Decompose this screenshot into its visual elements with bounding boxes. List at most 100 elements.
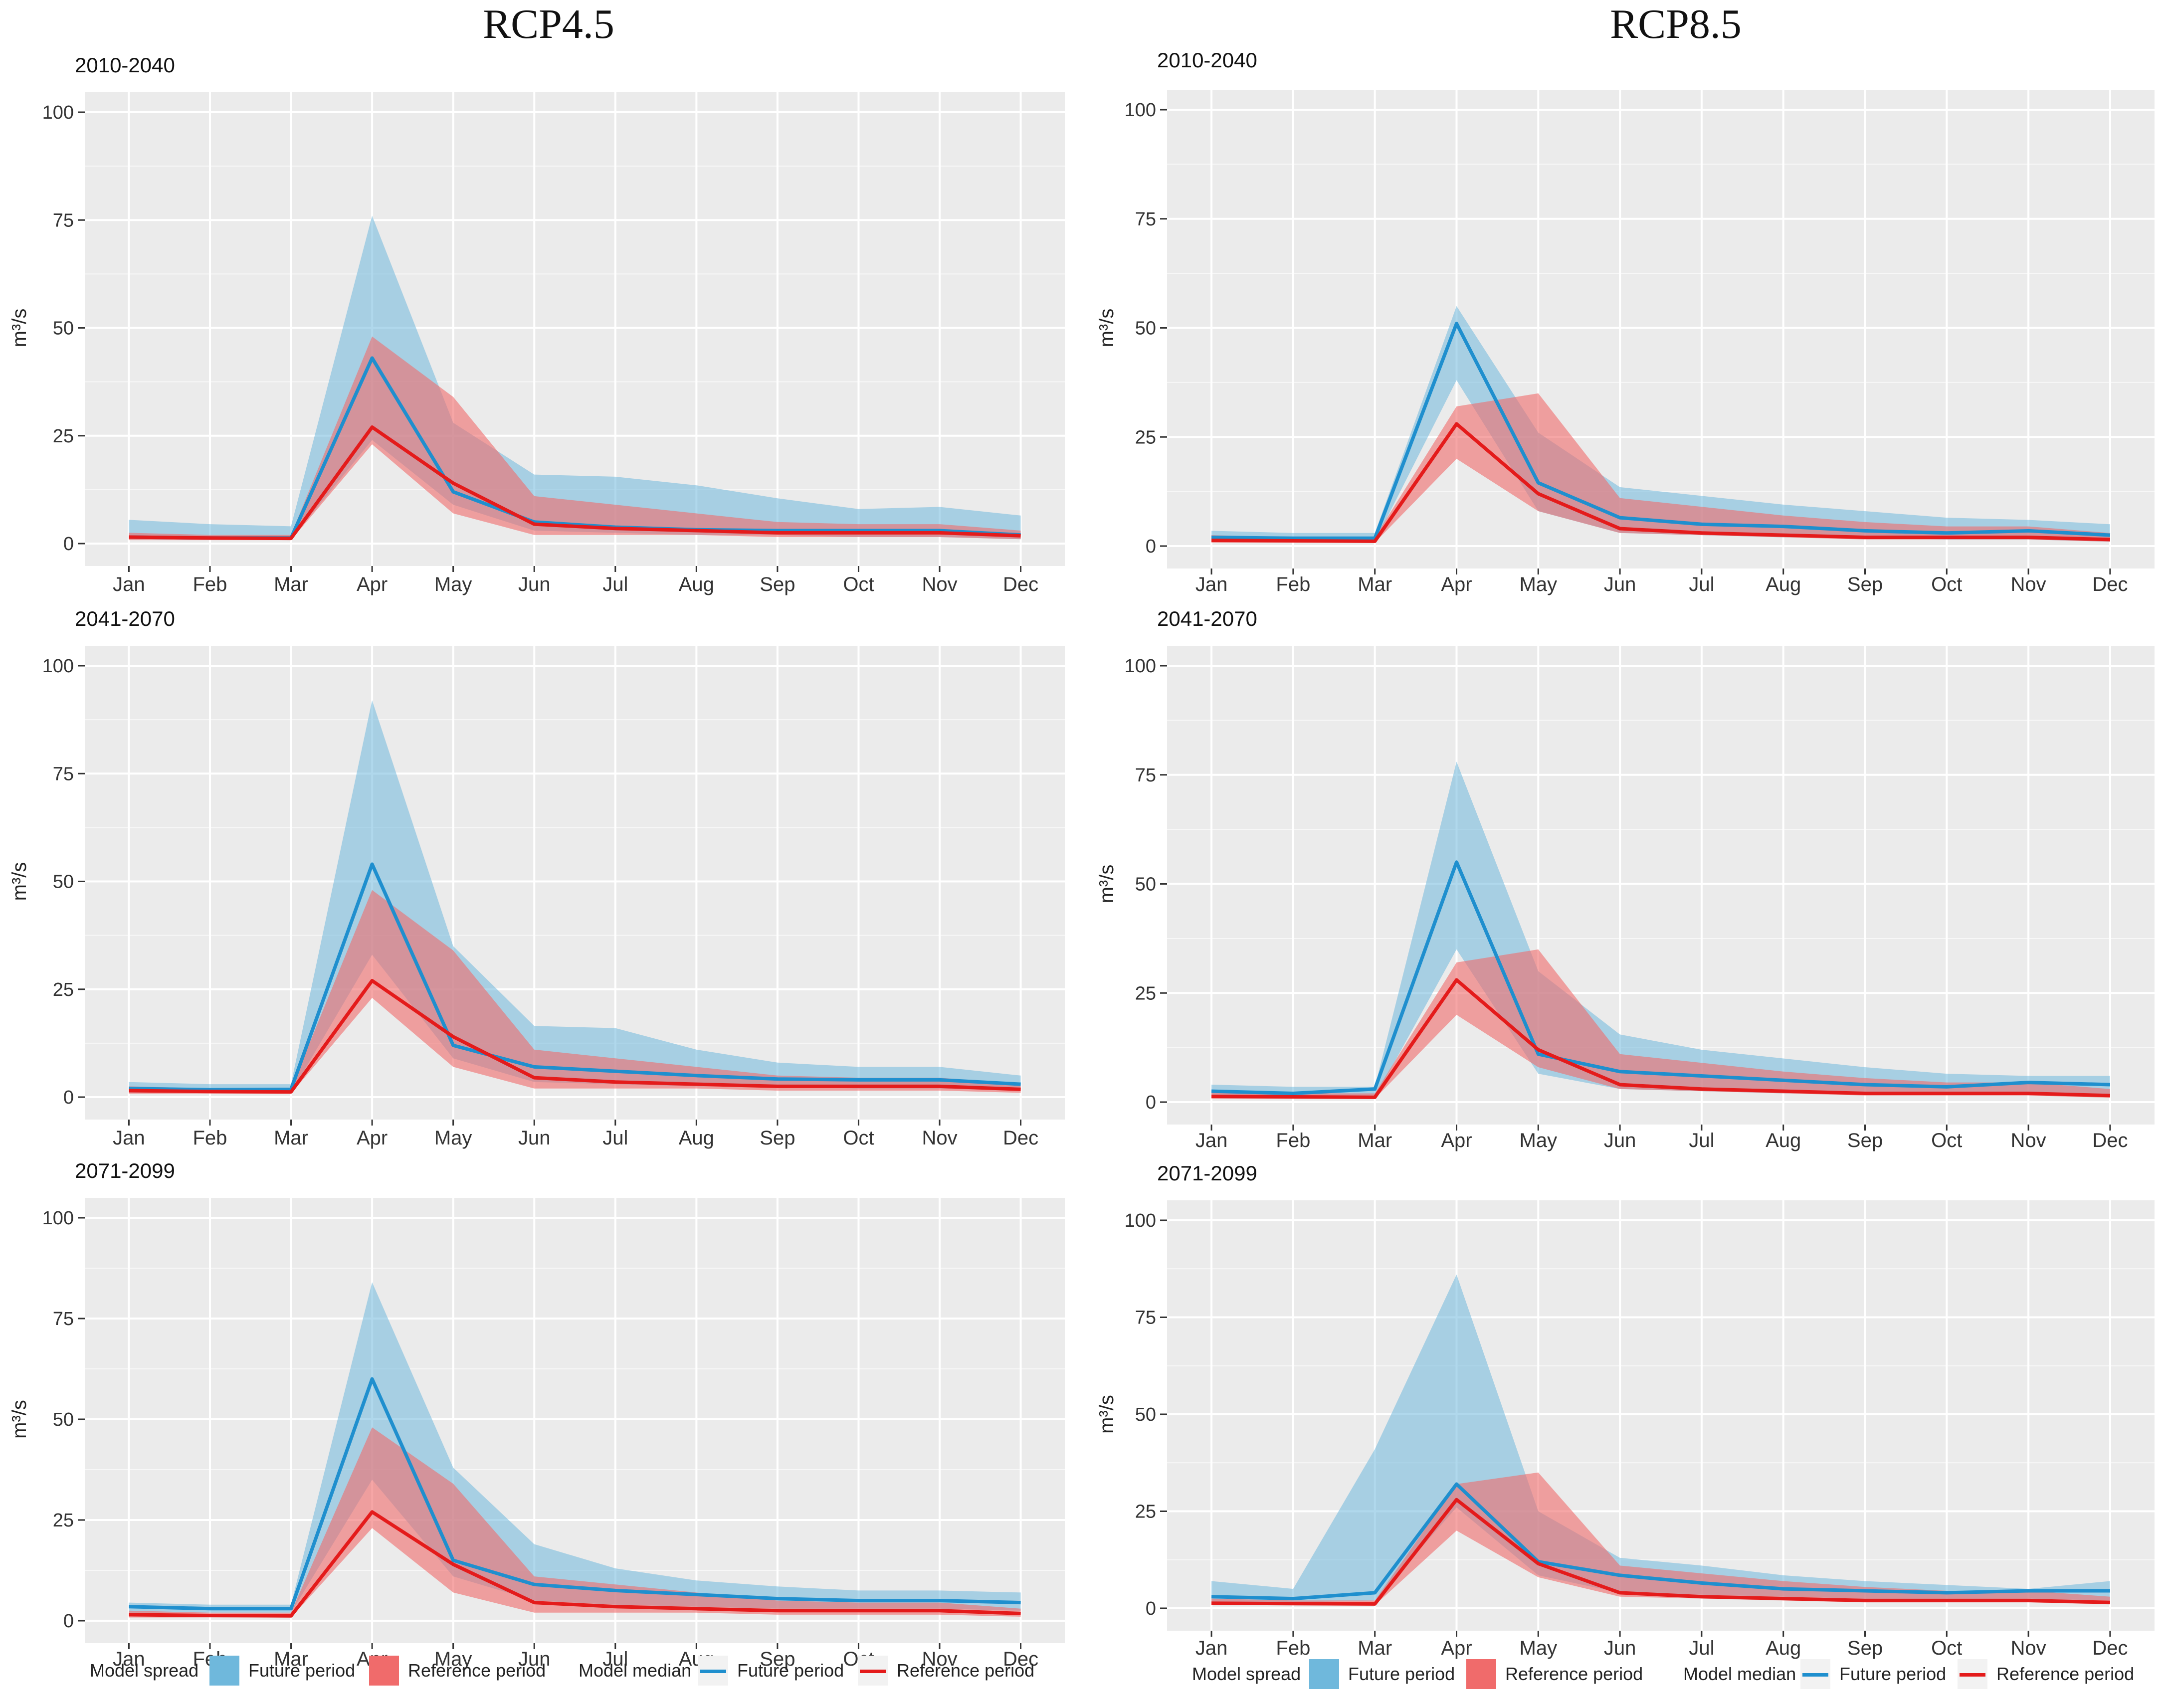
x-tick-label: May: [434, 1127, 472, 1149]
x-tick-label: Mar: [274, 573, 308, 595]
y-tick-label: 75: [53, 210, 74, 231]
legend-reference-median-label: Reference period: [897, 1660, 1035, 1681]
x-tick-label: Jun: [1604, 1637, 1636, 1659]
legend-reference-spread-label: Reference period: [408, 1660, 546, 1681]
y-tick-label: 100: [42, 656, 74, 677]
x-tick-label: Jan: [1195, 1637, 1228, 1659]
x-tick-label: Oct: [1931, 1130, 1962, 1151]
x-tick-label: Oct: [1931, 1637, 1962, 1659]
future-median-line: [1211, 860, 2110, 1095]
legend-future-median-label: Future period: [737, 1660, 844, 1681]
chart-panel-1: 0 25 50 75 100 Jan Feb Mar Apr May Jun Jul Aug Sep Oct…: [8, 53, 1065, 595]
y-tick-label: 25: [1135, 427, 1156, 448]
x-tick-label: Jul: [1689, 573, 1714, 595]
x-tick-label: Sep: [1847, 573, 1883, 595]
y-axis-label: m³/s: [8, 862, 30, 901]
plot-panel: [1167, 90, 2155, 569]
legend-reference-median-label: Reference period: [1996, 1664, 2135, 1684]
x-tick-label: Jun: [1604, 573, 1636, 595]
x-tick-label: Apr: [1441, 1130, 1472, 1151]
y-tick-label: 100: [42, 102, 74, 123]
y-tick-label: 0: [1146, 1598, 1156, 1619]
future-spread-band: [1211, 761, 2110, 1098]
x-tick-label: Nov: [922, 1127, 957, 1149]
reference-median-line: [129, 425, 1021, 541]
chart-panel-4: 0 25 50 75 100 Jan Feb Mar Apr May Jun Jul Aug Sep Oct…: [1096, 48, 2155, 595]
legend-future-spread-label: Future period: [1348, 1664, 1455, 1684]
chart-panel-5: 0 25 50 75 100 Jan Feb Mar Apr May Jun Jul Aug Sep Oct…: [1096, 607, 2155, 1151]
x-tick-label: Oct: [843, 1127, 874, 1149]
x-tick-label: Jul: [602, 1648, 628, 1670]
x-tick-label: Nov: [2011, 573, 2046, 595]
x-tick-label: Jul: [1689, 1637, 1714, 1659]
x-tick-label: Sep: [760, 573, 795, 595]
x-tick-label: Jan: [113, 1127, 145, 1149]
y-axis-label: m³/s: [8, 309, 30, 348]
y-tick-label: 50: [53, 872, 74, 893]
panel-title: 2010-2040: [75, 53, 175, 77]
x-tick-label: Jun: [518, 1127, 551, 1149]
y-tick-label: 75: [53, 763, 74, 784]
y-axis-label: m³/s: [1096, 865, 1118, 904]
y-tick-label: 0: [1146, 1092, 1156, 1113]
x-tick-label: Jul: [602, 1127, 628, 1149]
x-tick-label: Jan: [1195, 1130, 1228, 1151]
legend-future-spread-label: Future period: [248, 1660, 356, 1681]
y-tick-label: 75: [1135, 209, 1156, 230]
x-tick-label: Aug: [1766, 1130, 1801, 1151]
x-tick-label: Dec: [2092, 1130, 2128, 1151]
reference-spread-band: [129, 890, 1021, 1094]
y-tick-label: 75: [1135, 1308, 1156, 1328]
x-tick-label: Jun: [1604, 1130, 1636, 1151]
y-tick-label: 0: [63, 1611, 74, 1632]
x-tick-label: Jun: [518, 1648, 551, 1670]
x-tick-label: Mar: [1358, 1637, 1392, 1659]
legend-median-title: Model median: [1683, 1664, 1796, 1684]
y-axis-label: m³/s: [1096, 309, 1118, 348]
x-tick-label: Mar: [1358, 573, 1392, 595]
x-tick-label: Apr: [1441, 1637, 1472, 1659]
legend-median-title: Model median: [579, 1660, 692, 1681]
x-tick-label: Sep: [1847, 1130, 1883, 1151]
column-title-rcp45: RCP4.5: [483, 1, 614, 47]
x-tick-label: Mar: [274, 1648, 308, 1670]
panel-title: 2041-2070: [75, 607, 175, 630]
reference-median-line: [129, 1510, 1021, 1618]
y-tick-label: 0: [1146, 536, 1156, 557]
y-axis-label: m³/s: [1096, 1395, 1118, 1434]
x-tick-label: May: [1520, 1637, 1558, 1659]
legend-future-spread-swatch: [1309, 1659, 1339, 1689]
x-tick-label: Jul: [1689, 1130, 1714, 1151]
x-tick-label: Feb: [1276, 1130, 1310, 1151]
y-axis-label: m³/s: [8, 1400, 30, 1439]
y-tick-label: 25: [1135, 983, 1156, 1004]
x-tick-label: Oct: [843, 573, 874, 595]
reference-median-line: [129, 979, 1021, 1094]
legend-reference-spread-label: Reference period: [1505, 1664, 1643, 1684]
x-tick-label: Feb: [193, 1127, 227, 1149]
chart-panel-6: 0 25 50 75 100 Jan Feb Mar Apr May Jun Jul Aug Sep Oct…: [1096, 1161, 2155, 1659]
x-tick-label: Dec: [1003, 1127, 1038, 1149]
legend-future-median-label: Future period: [1839, 1664, 1947, 1684]
legend-reference-median-key: [858, 1656, 888, 1686]
x-tick-label: Dec: [2092, 1637, 2128, 1659]
x-tick-label: Mar: [1358, 1130, 1392, 1151]
legend-future-spread-swatch: [209, 1656, 239, 1686]
future-median-line: [1211, 322, 2111, 540]
y-tick-label: 100: [1125, 100, 1156, 121]
y-tick-label: 0: [63, 1087, 74, 1108]
x-tick-label: Dec: [1003, 1648, 1038, 1670]
x-tick-label: Sep: [760, 1648, 795, 1670]
y-tick-label: 50: [53, 318, 74, 339]
x-tick-label: Sep: [1847, 1637, 1883, 1659]
legend-future-median-key: [698, 1656, 728, 1686]
legend-rcp45: Model spread Future period Reference per…: [90, 1648, 1077, 1693]
legend-future-median-key: [1800, 1659, 1830, 1689]
x-tick-label: Jan: [113, 573, 145, 595]
x-tick-label: Aug: [679, 1127, 714, 1149]
x-tick-label: Mar: [274, 1127, 308, 1149]
x-tick-label: Aug: [1766, 573, 1801, 595]
y-tick-label: 25: [53, 426, 74, 447]
future-median-line: [1211, 1482, 2110, 1601]
